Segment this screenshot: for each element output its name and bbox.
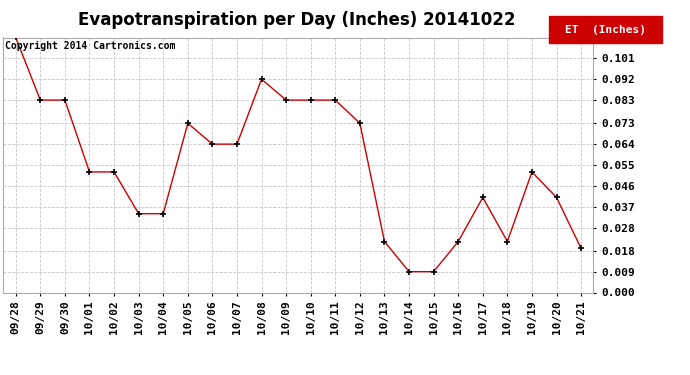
Text: Evapotranspiration per Day (Inches) 20141022: Evapotranspiration per Day (Inches) 2014… [78,11,515,29]
Text: Copyright 2014 Cartronics.com: Copyright 2014 Cartronics.com [5,41,175,51]
Text: ET  (Inches): ET (Inches) [565,25,646,34]
